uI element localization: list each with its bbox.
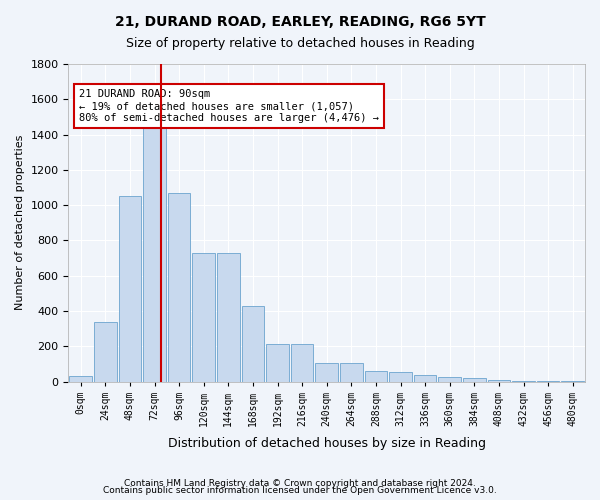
Bar xyxy=(70,376,92,382)
Bar xyxy=(389,372,412,382)
Bar xyxy=(365,371,387,382)
Bar xyxy=(340,363,362,382)
Bar xyxy=(217,253,239,382)
Bar xyxy=(316,363,338,382)
X-axis label: Distribution of detached houses by size in Reading: Distribution of detached houses by size … xyxy=(168,437,486,450)
Bar xyxy=(414,374,436,382)
Bar xyxy=(291,344,313,382)
Bar xyxy=(119,196,141,382)
Text: 21, DURAND ROAD, EARLEY, READING, RG6 5YT: 21, DURAND ROAD, EARLEY, READING, RG6 5Y… xyxy=(115,15,485,29)
Bar xyxy=(143,128,166,382)
Text: 21 DURAND ROAD: 90sqm
← 19% of detached houses are smaller (1,057)
80% of semi-d: 21 DURAND ROAD: 90sqm ← 19% of detached … xyxy=(79,90,379,122)
Bar xyxy=(512,380,535,382)
Text: Contains public sector information licensed under the Open Government Licence v3: Contains public sector information licen… xyxy=(103,486,497,495)
Bar xyxy=(94,322,116,382)
Bar xyxy=(242,306,264,382)
Bar xyxy=(488,380,510,382)
Bar xyxy=(439,377,461,382)
Text: Size of property relative to detached houses in Reading: Size of property relative to detached ho… xyxy=(125,38,475,51)
Y-axis label: Number of detached properties: Number of detached properties xyxy=(15,135,25,310)
Bar xyxy=(266,344,289,382)
Bar xyxy=(168,193,190,382)
Bar xyxy=(463,378,485,382)
Bar xyxy=(193,253,215,382)
Text: Contains HM Land Registry data © Crown copyright and database right 2024.: Contains HM Land Registry data © Crown c… xyxy=(124,478,476,488)
